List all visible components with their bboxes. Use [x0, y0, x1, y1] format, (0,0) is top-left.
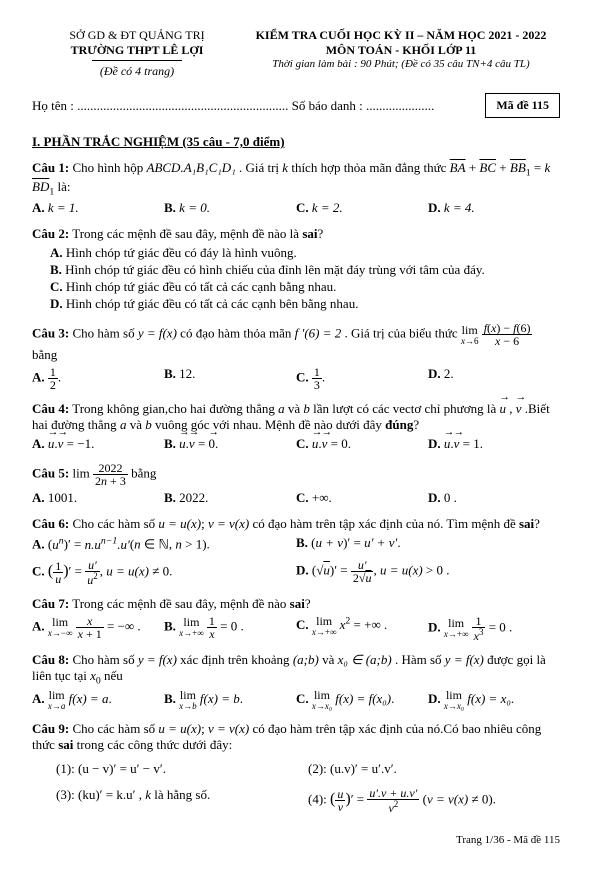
- q1-cube: ABCD.A₁B₁C₁D₁: [147, 160, 236, 175]
- question-9: Câu 9: Cho các hàm số u = u(x); v = v(x)…: [32, 721, 560, 814]
- exam-code: Mã đề 115: [485, 93, 560, 118]
- question-6: Câu 6: Cho các hàm số u = u(x); v = v(x)…: [32, 516, 560, 585]
- q9-formula-2: (2): (u.v)′ = u′.v′.: [308, 761, 560, 777]
- q5-opt-a: A. 1001.: [32, 490, 164, 506]
- q4-vectors: u , v: [499, 401, 521, 416]
- q1-opt-d: D. k = 4.: [428, 200, 560, 216]
- divider: [92, 60, 182, 61]
- exam-title: KIỂM TRA CUỐI HỌC KỲ II – NĂM HỌC 2021 -…: [242, 28, 560, 43]
- q3-opt-a: A. 12.: [32, 366, 164, 391]
- q1-opt-b: B. k = 0.: [164, 200, 296, 216]
- q6-opt-c: C. (1u)′ = u′u2, u = u(x) ≠ 0.: [32, 559, 296, 586]
- q5-opt-b: B. 2022.: [164, 490, 296, 506]
- question-8: Câu 8: Cho hàm số y = f(x) xác định trên…: [32, 652, 560, 712]
- question-2: Câu 2: Trong các mệnh đề sau đây, mệnh đ…: [32, 226, 560, 312]
- question-5: Câu 5: lim 20222n + 3 bằng A. 1001. B. 2…: [32, 462, 560, 506]
- question-3: Câu 3: Cho hàm số y = f(x) có đạo hàm th…: [32, 322, 560, 391]
- q8-opt-a: A. limx→a f(x) = a.: [32, 689, 164, 711]
- q1-opt-c: C. k = 2.: [296, 200, 428, 216]
- subject: MÔN TOÁN - KHỐI LỚP 11: [242, 43, 560, 58]
- name-sbd: Họ tên : ...............................…: [32, 98, 434, 114]
- q3-lim: limx→6: [461, 324, 479, 346]
- question-1: Câu 1: Cho hình hộp ABCD.A₁B₁C₁D₁ . Giá …: [32, 160, 560, 216]
- q7-opt-b: B. limx→+∞ 1x = 0 .: [164, 615, 296, 642]
- page-count: (Đề có 4 trang): [32, 64, 242, 79]
- header-right: KIỂM TRA CUỐI HỌC KỲ II – NĂM HỌC 2021 -…: [242, 28, 560, 79]
- q3-opt-c: C. 13.: [296, 366, 428, 391]
- q8-opt-d: D. limx→x₀ f(x) = x₀.: [428, 689, 560, 711]
- q7-opt-a: A. limx→−∞ xx + 1 = −∞ .: [32, 615, 164, 642]
- org-name: SỞ GD & ĐT QUẢNG TRỊ: [32, 28, 242, 43]
- page-footer: Trang 1/36 - Mã đề 115: [32, 834, 560, 846]
- q2-sai: sai: [302, 226, 317, 241]
- q1-k: k: [282, 160, 288, 175]
- q8-opt-b: B. limx→b f(x) = b.: [164, 689, 296, 711]
- question-4: Câu 4: Trong không gian,cho hai đường th…: [32, 401, 560, 452]
- q6-opt-b: B. (u + v)′ = u′ + v′.: [296, 535, 560, 552]
- q3-frac: f(x) − f(6)x − 6: [482, 322, 533, 347]
- q4-opt-b: B. u.v = 0.: [164, 436, 296, 452]
- q3-opt-d: D. 2.: [428, 366, 560, 391]
- q6-opt-a: A. (un)′ = n.un−1.u′(n ∈ ℕ, n > 1).: [32, 535, 296, 552]
- duration: Thời gian làm bài : 90 Phút; (Đề có 35 c…: [242, 58, 560, 70]
- q4-opt-c: C. u.v = 0.: [296, 436, 428, 452]
- q6-opt-d: D. (√u)′ = u′2√u, u = u(x) > 0 .: [296, 559, 560, 586]
- q9-formula-4: (4): (uv)′ = u′.v + u.v′v2 (v = v(x) ≠ 0…: [308, 787, 560, 814]
- q1-text-b: . Giá trị: [239, 160, 282, 175]
- question-7: Câu 7: Trong các mệnh đề sau đây, mệnh đ…: [32, 596, 560, 642]
- q1-opt-a: A. k = 1.: [32, 200, 164, 216]
- q2-text: Trong các mệnh đề sau đây, mệnh đề nào l…: [72, 226, 302, 241]
- q5-opt-d: D. 0 .: [428, 490, 560, 506]
- q9-formula-1: (1): (u − v)′ = u′ − v′.: [32, 761, 308, 777]
- section-1-title: I. PHẦN TRẮC NGHIỆM (35 câu - 7,0 điểm): [32, 134, 560, 150]
- q7-opt-c: C. limx→+∞ x2 = +∞ .: [296, 615, 428, 642]
- q5-frac: 20222n + 3: [93, 462, 128, 487]
- document-header: SỞ GD & ĐT QUẢNG TRỊ TRƯỜNG THPT LÊ LỢI …: [32, 28, 560, 79]
- q3-opt-b: B. 12.: [164, 366, 296, 391]
- header-left: SỞ GD & ĐT QUẢNG TRỊ TRƯỜNG THPT LÊ LỢI …: [32, 28, 242, 79]
- q8-opt-c: C. limx→x₀ f(x) = f(x₀).: [296, 689, 428, 711]
- q4-opt-d: D. u.v = 1.: [428, 436, 560, 452]
- q4-opt-a: A. u.v = −1.: [32, 436, 164, 452]
- q2-list: A. Hình chóp tứ giác đều có đáy là hình …: [50, 245, 560, 312]
- q1-text-c: thích hợp thỏa mãn đẳng thức: [291, 160, 449, 175]
- q9-formula-3: (3): (ku)′ = k.u′ , k là hằng số.: [32, 787, 308, 814]
- school-name: TRƯỜNG THPT LÊ LỢI: [32, 43, 242, 58]
- q1-text-a: Cho hình hộp: [72, 160, 146, 175]
- name-row: Họ tên : ...............................…: [32, 93, 560, 118]
- q5-opt-c: C. +∞.: [296, 490, 428, 506]
- q7-opt-d: D. limx→+∞ 1x3 = 0 .: [428, 615, 560, 642]
